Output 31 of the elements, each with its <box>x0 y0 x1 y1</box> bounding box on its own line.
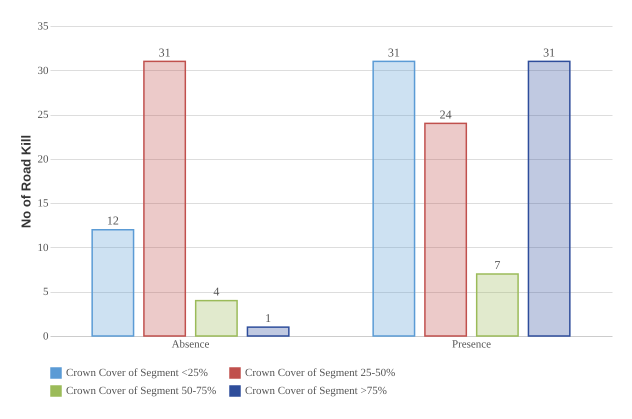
data-label: 24 <box>440 107 452 122</box>
y-axis-title: No of Road Kill <box>18 134 34 228</box>
data-label: 7 <box>494 258 500 272</box>
y-tick-label: 10 <box>38 242 49 254</box>
y-tick-label: 20 <box>38 153 49 166</box>
data-label: 31 <box>158 45 171 60</box>
bar <box>194 300 238 337</box>
bar <box>476 273 519 337</box>
y-tick-label: 35 <box>38 20 49 32</box>
legend-label: Crown Cover of Segment <25% <box>66 367 208 379</box>
data-label: 31 <box>388 45 400 60</box>
y-tick-label: 25 <box>38 109 49 122</box>
bar <box>91 228 134 337</box>
bar <box>372 60 416 337</box>
data-label: 12 <box>106 214 119 228</box>
legend-label: Crown Cover of Segment 50-75% <box>66 385 216 397</box>
y-tick-label: 30 <box>38 64 49 77</box>
x-tick-label: Presence <box>452 338 492 350</box>
y-tick-label: 15 <box>38 198 49 210</box>
bar <box>424 122 468 337</box>
data-label: 1 <box>265 311 272 326</box>
bar <box>143 60 186 337</box>
bar <box>246 326 290 337</box>
legend-label: Crown Cover of Segment >75% <box>245 385 387 397</box>
data-label: 4 <box>213 284 220 299</box>
y-tick-label: 5 <box>43 286 49 298</box>
y-tick-label: 0 <box>43 330 49 342</box>
legend-label: Crown Cover of Segment 25-50% <box>245 367 396 379</box>
x-tick-label: Absence <box>172 338 210 350</box>
bar <box>528 60 571 337</box>
data-label: 31 <box>543 45 556 60</box>
